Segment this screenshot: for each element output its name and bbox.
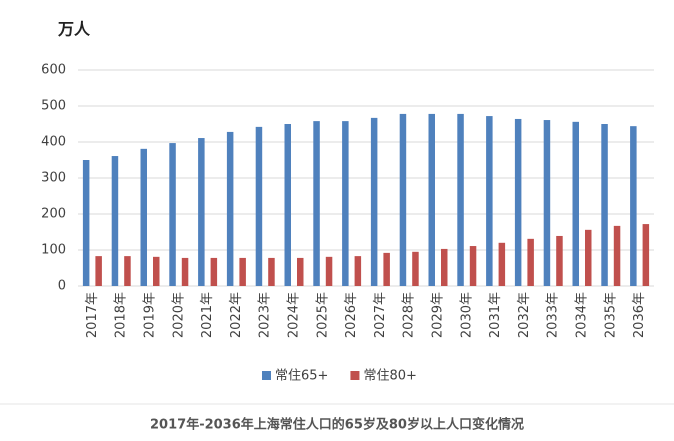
y-tick-label: 600 xyxy=(41,63,66,78)
bar xyxy=(514,118,522,287)
caption: 2017年-2036年上海常住人口的65岁及80岁以上人口变化情况 xyxy=(150,417,524,433)
y-tick-label: 100 xyxy=(41,243,66,258)
bar xyxy=(441,248,448,286)
bar xyxy=(469,246,477,286)
bar xyxy=(95,256,102,286)
bar xyxy=(527,238,534,286)
bar xyxy=(198,138,205,286)
bar xyxy=(585,229,592,286)
x-tick-label: 2031年 xyxy=(488,292,503,338)
bar xyxy=(630,126,637,286)
x-tick-label: 2025年 xyxy=(315,292,330,338)
y-tick-label: 500 xyxy=(41,99,66,114)
bar xyxy=(370,117,378,286)
y-tick-label: 400 xyxy=(41,135,66,150)
x-tick-label: 2027年 xyxy=(373,292,388,338)
x-tick-label: 2026年 xyxy=(344,292,359,338)
bar xyxy=(556,235,563,286)
y-axis-label: 万人 xyxy=(57,20,91,39)
x-tick-label: 2022年 xyxy=(229,292,244,338)
legend-swatch xyxy=(262,371,271,380)
bar xyxy=(383,252,390,286)
x-tick-label: 2021年 xyxy=(200,292,215,338)
bar xyxy=(399,113,407,286)
bar xyxy=(325,256,333,286)
bar xyxy=(169,143,176,286)
bar xyxy=(313,121,320,287)
legend-swatch xyxy=(350,371,360,380)
bar xyxy=(124,256,131,286)
bar xyxy=(140,148,147,286)
x-tick-label: 2020年 xyxy=(171,292,186,338)
x-tick-label: 2036年 xyxy=(632,292,647,338)
legend-label: 常住65+ xyxy=(275,369,328,384)
x-tick-label: 2019年 xyxy=(143,292,158,338)
x-tick-label: 2032年 xyxy=(517,292,532,338)
bar xyxy=(255,126,263,286)
x-tick-label: 2018年 xyxy=(114,292,129,338)
x-tick-label: 2034年 xyxy=(575,292,590,338)
x-tick-label: 2033年 xyxy=(546,292,561,338)
bar xyxy=(111,156,119,286)
bar xyxy=(226,131,234,286)
bar xyxy=(342,121,349,287)
bar xyxy=(297,257,304,286)
bar xyxy=(486,116,493,286)
bar xyxy=(601,124,608,286)
bar xyxy=(572,121,579,286)
x-tick-label: 2023年 xyxy=(258,292,273,338)
y-tick-label: 200 xyxy=(41,207,66,222)
x-tick-label: 2029年 xyxy=(431,292,446,338)
bar xyxy=(613,225,621,286)
bar xyxy=(498,242,506,286)
bar xyxy=(210,257,218,286)
bar xyxy=(153,256,160,286)
bar xyxy=(268,257,275,286)
bar xyxy=(412,251,419,286)
y-tick-label: 0 xyxy=(58,279,66,294)
y-tick-label: 300 xyxy=(41,171,66,186)
bar xyxy=(428,113,435,286)
bar xyxy=(543,120,551,286)
bar xyxy=(82,160,90,286)
x-tick-label: 2035年 xyxy=(603,292,618,338)
bar xyxy=(284,124,291,286)
legend-label: 常住80+ xyxy=(363,369,416,384)
x-tick-label: 2017年 xyxy=(85,292,100,338)
x-tick-label: 2024年 xyxy=(287,292,302,338)
x-tick-label: 2030年 xyxy=(459,292,474,338)
bar xyxy=(181,257,189,286)
bar xyxy=(239,257,246,286)
bar xyxy=(354,256,362,286)
bar xyxy=(457,113,464,286)
bar xyxy=(642,224,650,286)
x-tick-label: 2028年 xyxy=(402,292,417,338)
